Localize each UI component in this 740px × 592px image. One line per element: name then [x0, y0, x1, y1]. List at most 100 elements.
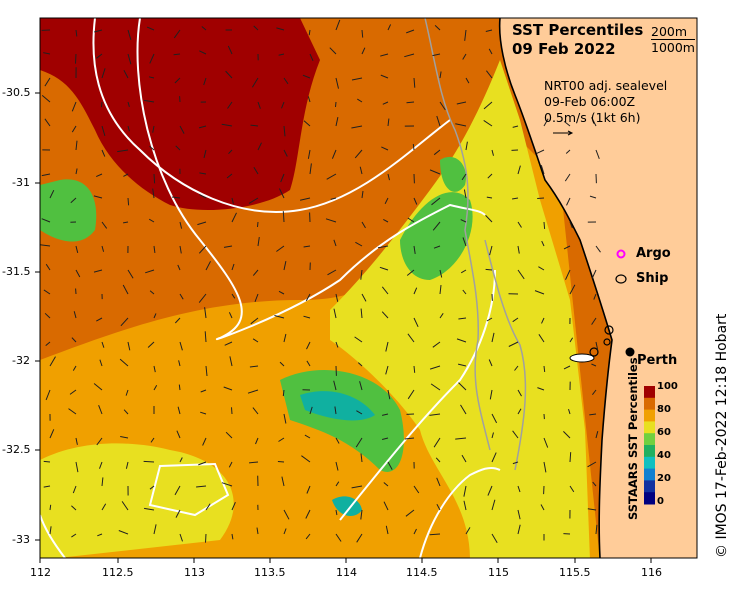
current-vector	[491, 499, 496, 511]
current-vector	[101, 149, 106, 157]
current-vector	[465, 141, 468, 151]
current-vector	[429, 169, 441, 175]
current-vector	[439, 101, 446, 111]
current-vector	[302, 74, 311, 79]
current-vector	[257, 101, 261, 109]
current-vector	[283, 149, 288, 157]
current-vector	[227, 45, 233, 55]
current-vector	[173, 29, 181, 39]
current-vector	[101, 221, 108, 229]
current-vector	[75, 461, 79, 473]
colorbar-segment	[644, 397, 655, 411]
current-vector	[75, 245, 79, 254]
colorbar-label: SSTAARS SST Percentiles	[626, 357, 640, 520]
current-vector	[354, 336, 363, 343]
current-vector	[49, 189, 55, 199]
current-vector	[458, 317, 467, 320]
colorbar-segment	[644, 421, 655, 434]
current-vector	[252, 338, 259, 343]
x-tick-114-5: 114.5	[406, 566, 438, 579]
current-vector	[407, 217, 415, 223]
current-vector	[177, 406, 181, 415]
current-vector	[278, 437, 285, 442]
current-vector	[153, 173, 156, 184]
current-vector	[200, 411, 207, 415]
current-vector	[229, 356, 233, 367]
current-vector	[99, 461, 103, 469]
current-vector	[359, 381, 363, 391]
current-vector	[413, 528, 417, 535]
current-vector	[360, 509, 363, 520]
current-vector	[306, 360, 311, 367]
current-vector	[436, 477, 441, 487]
current-vector	[379, 266, 389, 271]
current-vector	[175, 145, 181, 151]
perth-label: Perth	[637, 353, 678, 368]
current-vector	[465, 527, 471, 535]
current-vector	[491, 452, 497, 463]
current-info-source: NRT00 adj. sealevel	[544, 78, 668, 93]
current-vector	[458, 382, 467, 391]
current-vector	[357, 98, 363, 103]
current-vector	[356, 410, 363, 415]
colorbar-segment	[644, 409, 655, 422]
current-vector	[43, 289, 51, 295]
current-vector	[153, 384, 158, 391]
current-vector	[463, 500, 467, 511]
current-vector	[335, 19, 341, 31]
current-vector	[94, 29, 103, 33]
current-vector	[413, 317, 419, 328]
current-vector	[512, 430, 519, 439]
current-vector	[205, 365, 208, 377]
current-vector	[488, 359, 493, 367]
current-vector	[517, 389, 522, 397]
current-vector	[255, 437, 259, 445]
current-vector	[543, 461, 547, 473]
current-vector	[351, 77, 363, 81]
map-title-line2: 09 Feb 2022	[512, 40, 616, 58]
y-tick-32: -32	[12, 354, 30, 367]
current-vector	[307, 149, 311, 159]
colorbar-tick-60: 60	[657, 427, 671, 438]
current-vector	[45, 341, 51, 346]
current-vector	[75, 29, 78, 37]
credit-text: © IMOS 17-Feb-2022 12:18 Hobart	[714, 313, 730, 558]
current-vector	[247, 389, 259, 394]
current-vector	[127, 341, 131, 351]
current-vector	[101, 125, 106, 137]
current-vector	[569, 452, 572, 463]
current-vector	[351, 125, 363, 129]
current-vector	[335, 101, 337, 108]
current-vector	[335, 533, 342, 542]
current-vector	[387, 461, 393, 470]
current-vector	[457, 363, 467, 367]
current-vector	[254, 293, 259, 302]
current-vector	[309, 406, 313, 415]
current-vector	[387, 173, 390, 181]
current-vector	[335, 293, 339, 302]
current-vector	[226, 173, 233, 179]
current-vector	[589, 413, 597, 416]
x-tick-113: 113	[184, 566, 205, 579]
current-vector	[327, 269, 337, 276]
current-vector	[148, 218, 155, 223]
current-vector	[49, 504, 52, 511]
current-vector	[589, 195, 597, 199]
current-vector	[486, 317, 493, 322]
current-vector	[101, 68, 106, 79]
current-vector	[463, 485, 467, 497]
current-vector	[359, 166, 363, 175]
current-vector	[202, 437, 207, 446]
current-vector	[304, 434, 311, 439]
current-vector	[277, 461, 285, 463]
current-vector	[385, 525, 389, 535]
current-vector	[283, 333, 287, 343]
current-vector	[439, 313, 444, 319]
current-vector	[565, 269, 571, 280]
colorbar-tick-100: 100	[657, 381, 678, 392]
current-vector	[252, 407, 259, 415]
current-vector	[127, 125, 130, 132]
current-vector	[75, 437, 78, 445]
current-vector	[117, 149, 129, 153]
current-vector	[225, 70, 233, 79]
